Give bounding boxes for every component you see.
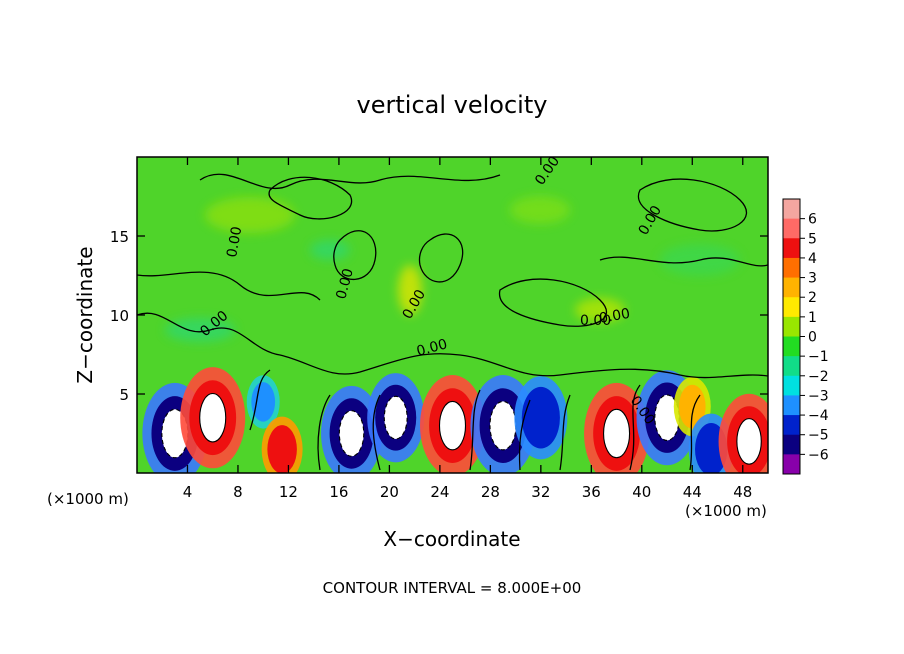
cell-core	[736, 418, 762, 465]
updraft-cell	[584, 382, 650, 473]
y-tick-label: 10	[110, 307, 129, 325]
colorbar-label: −2	[808, 369, 829, 385]
colorbar-swatch	[783, 199, 800, 220]
colorbar-swatch	[783, 277, 800, 298]
colorbar-label: 3	[808, 271, 817, 287]
cell-core	[438, 400, 467, 451]
colorbar-label: −6	[808, 447, 829, 463]
y-axis-ticks: 5 10 15	[110, 228, 768, 404]
colorbar-label: −3	[808, 388, 829, 404]
downdraft-cell	[367, 373, 425, 463]
chart-title: vertical velocity	[357, 91, 548, 119]
colorbar-swatch	[783, 415, 800, 436]
colorbar: 6 5 4 3 2 1 0 −1 −2 −3 −4 −5 −6	[782, 198, 829, 475]
x-tick-label: 40	[632, 483, 651, 501]
x-tick-label: 28	[481, 483, 500, 501]
colorbar-swatch	[783, 297, 800, 318]
cell-core	[199, 392, 227, 443]
colorbar-swatch	[783, 434, 800, 455]
x-tick-label: 48	[733, 483, 752, 501]
x-tick-label: 8	[233, 483, 243, 501]
contour-label: 0.00	[224, 225, 245, 258]
velocity-cells	[142, 367, 768, 473]
contour-label: 0.00	[333, 267, 357, 301]
colorbar-swatch	[783, 257, 800, 279]
x-tick-label: 32	[531, 483, 550, 501]
colorbar-swatches	[783, 199, 800, 475]
x-tick-label: 4	[183, 483, 193, 501]
colorbar-label: 6	[808, 212, 817, 228]
colorbar-swatch	[783, 316, 800, 337]
colorbar-label: 5	[808, 231, 817, 247]
contour-interval-note: CONTOUR INTERVAL = 8.000E+00	[323, 579, 582, 597]
x-tick-label: 12	[279, 483, 298, 501]
colorbar-label: −5	[808, 428, 829, 444]
colorbar-swatch	[783, 238, 800, 259]
x-tick-label: 24	[430, 483, 449, 501]
y-tick-label: 15	[110, 228, 129, 246]
updraft-cell	[718, 393, 768, 473]
updraft-cell	[261, 416, 303, 473]
downdraft-cell	[246, 375, 280, 429]
downdraft-cell	[514, 376, 568, 460]
x-unit-right: (×1000 m)	[685, 502, 767, 520]
updraft-cell	[180, 367, 246, 469]
cell-mid	[521, 386, 560, 449]
x-unit-left: (×1000 m)	[47, 490, 129, 508]
colorbar-labels: 6 5 4 3 2 1 0 −1 −2 −3 −4 −5 −6	[800, 212, 829, 463]
contour-label: 0.00	[598, 306, 631, 327]
colorbar-label: −1	[808, 349, 829, 365]
x-tick-label: 20	[380, 483, 399, 501]
colorbar-label: 0	[808, 330, 817, 346]
colorbar-label: 2	[808, 290, 817, 306]
colorbar-swatch	[783, 395, 800, 416]
contour-label: 0.00	[415, 336, 449, 360]
x-tick-label: 36	[582, 483, 601, 501]
cell-mid	[267, 425, 297, 473]
cell-core	[338, 410, 365, 457]
cell-mid	[251, 382, 276, 422]
cell-core	[603, 408, 631, 459]
contour-label: 0.00	[580, 313, 611, 329]
updraft-cell	[420, 375, 485, 473]
y-axis-label: Z−coordinate	[73, 246, 97, 383]
colorbar-label: −4	[808, 408, 829, 424]
field-texture	[165, 196, 740, 342]
colorbar-swatch	[783, 218, 800, 239]
cell-core	[489, 400, 517, 451]
colorbar-swatch	[783, 454, 800, 475]
colorbar-label: 4	[808, 251, 817, 267]
contour-lines	[137, 173, 768, 471]
colorbar-swatch	[783, 356, 800, 377]
x-axis-ticks: 4 8 12 16 20 24 28 32 36 40 44 48	[183, 157, 752, 501]
x-axis-label: X−coordinate	[383, 527, 520, 551]
x-tick-label: 44	[683, 483, 702, 501]
y-tick-label: 5	[119, 386, 129, 404]
plot-area: 0.000.000.000.000.000.000.000.000.000.00	[136, 154, 769, 474]
x-tick-label: 16	[329, 483, 348, 501]
colorbar-label: 1	[808, 310, 817, 326]
colorbar-swatch	[783, 375, 800, 396]
downdraft-cell	[321, 385, 383, 473]
cell-core	[383, 395, 408, 440]
colorbar-swatch	[783, 336, 800, 357]
